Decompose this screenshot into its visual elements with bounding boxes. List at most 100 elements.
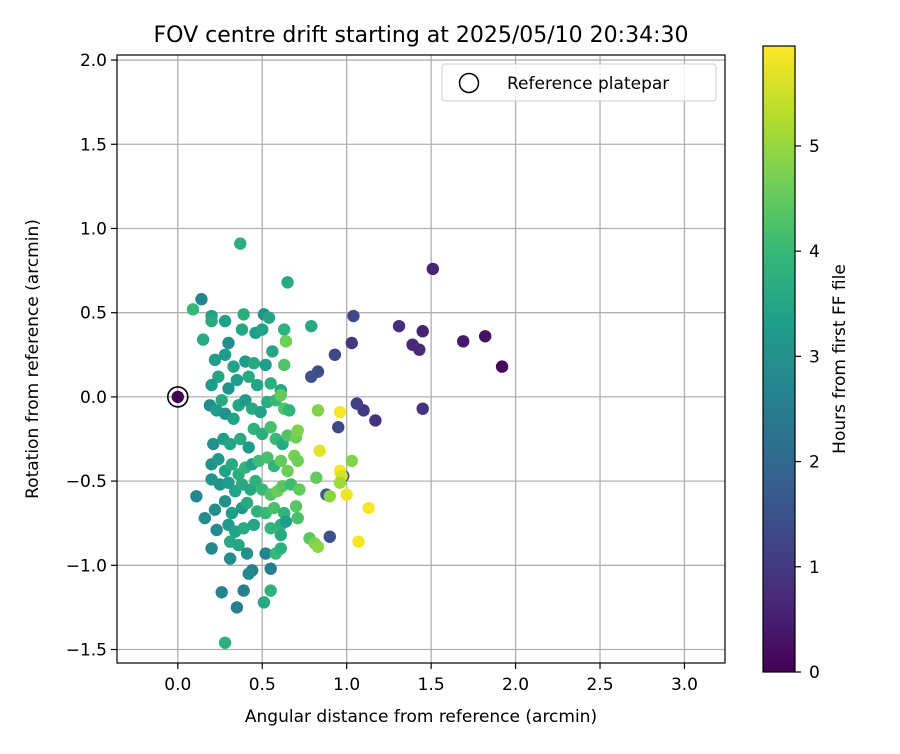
- scatter-point: [249, 474, 262, 488]
- colorbar-tick-label: 1: [809, 558, 820, 578]
- x-tick-label: 3.0: [671, 675, 698, 695]
- scatter-point: [190, 490, 203, 503]
- scatter-point: [208, 353, 222, 367]
- x-tick-label: 2.5: [586, 675, 613, 695]
- y-tick-label: 1.0: [80, 219, 107, 239]
- scatter-point: [235, 323, 249, 336]
- y-tick-label: −1.5: [66, 641, 107, 661]
- scatter-point: [254, 405, 267, 419]
- scatter-point: [212, 453, 225, 466]
- scatter-point: [247, 518, 260, 532]
- scatter-point: [291, 511, 304, 525]
- scatter-point: [234, 432, 247, 446]
- scatter-point: [328, 348, 342, 361]
- colorbar-label: Hours from first FF file: [830, 264, 850, 454]
- scatter-point: [350, 397, 364, 410]
- grid: [117, 55, 725, 663]
- scatter-point: [230, 373, 244, 387]
- scatter-point: [274, 542, 288, 555]
- scatter-point: [291, 454, 304, 468]
- scatter-point: [274, 454, 288, 468]
- scatter-point: [198, 511, 212, 525]
- scatter-point: [264, 562, 277, 575]
- scatter-point: [222, 476, 235, 489]
- scatter-point: [279, 515, 293, 528]
- scatter-point: [283, 404, 296, 417]
- scatter-point: [237, 522, 250, 535]
- x-tick-label: 2.0: [502, 675, 529, 695]
- scatter-point: [333, 405, 347, 419]
- scatter-point: [310, 471, 323, 484]
- scatter-point: [223, 552, 237, 565]
- scatter-point: [239, 394, 252, 407]
- colorbar-tick-label: 2: [809, 453, 820, 473]
- scatter-point: [186, 303, 200, 316]
- colorbar-tick-label: 4: [809, 242, 820, 262]
- scatter-point: [311, 540, 325, 553]
- legend: Reference platepar: [441, 63, 717, 102]
- y-tick-label: −0.5: [66, 472, 107, 492]
- scatter-point: [218, 636, 232, 649]
- y-axis-ticks: 2.0 1.5 1.0 0.5 0.0 −0.5 −1.0 −1.5: [66, 51, 117, 661]
- scatter-point: [171, 390, 184, 404]
- scatter-point: [227, 360, 240, 373]
- y-tick-label: 0.0: [80, 388, 107, 408]
- scatter-point: [205, 378, 218, 392]
- scatter-point: [205, 314, 218, 328]
- scatter-point: [416, 325, 429, 338]
- scatter-point: [242, 567, 255, 580]
- scatter-point: [264, 584, 277, 597]
- colorbar: 0 1 2 3 4 5 Hours from first FF file: [762, 45, 850, 683]
- scatter-point: [222, 382, 235, 395]
- scatter-point: [223, 437, 237, 451]
- scatter-point: [264, 522, 277, 535]
- scatter-point: [264, 421, 277, 434]
- scatter-point: [305, 319, 318, 333]
- scatter-point: [259, 547, 272, 560]
- colorbar-tick-label: 0: [809, 663, 820, 683]
- x-tick-label: 0.5: [249, 675, 276, 695]
- scatter-point: [293, 483, 306, 496]
- scatter-point: [215, 586, 228, 599]
- scatter-point: [205, 542, 218, 555]
- scatter-point: [227, 412, 240, 425]
- scatter-point: [261, 451, 274, 464]
- scatter-point: [416, 402, 429, 415]
- scatter-point: [289, 500, 303, 513]
- scatter-point: [250, 378, 264, 392]
- y-tick-label: 2.0: [80, 51, 107, 71]
- scatter-point: [362, 501, 375, 515]
- scatter-point: [345, 454, 358, 468]
- scatter-point: [232, 538, 245, 552]
- scatter-point: [215, 394, 228, 407]
- scatter-point: [278, 323, 291, 336]
- y-tick-label: 0.5: [80, 304, 107, 324]
- scatter-point: [281, 464, 294, 478]
- scatter-point: [266, 345, 279, 358]
- scatter-point: [279, 335, 293, 348]
- scatter-point: [195, 293, 208, 306]
- scatter-point: [274, 528, 288, 542]
- legend-entry-reference: Reference platepar: [507, 74, 669, 94]
- scatter-point: [332, 421, 345, 434]
- scatter-point: [274, 389, 288, 402]
- x-axis-label: Angular distance from reference (arcmin): [245, 707, 597, 727]
- colorbar-gradient: [762, 45, 796, 673]
- scatter-point: [225, 458, 239, 471]
- x-axis-ticks: 0.0 0.5 1.0 1.5 2.0 2.5 3.0: [164, 663, 698, 695]
- scatter-point: [347, 309, 360, 323]
- scatter-point: [264, 377, 277, 390]
- scatter-point: [207, 437, 220, 451]
- scatter-point: [240, 496, 254, 510]
- scatter-point: [478, 330, 492, 343]
- scatter-point: [225, 506, 239, 520]
- scatter-point: [267, 501, 281, 515]
- scatter-point: [218, 495, 232, 508]
- scatter-point: [313, 444, 326, 457]
- y-tick-label: −1.0: [66, 556, 107, 576]
- reference-platepar-marker: [167, 386, 189, 408]
- scatter-point: [256, 323, 269, 336]
- legend-box: [441, 63, 717, 102]
